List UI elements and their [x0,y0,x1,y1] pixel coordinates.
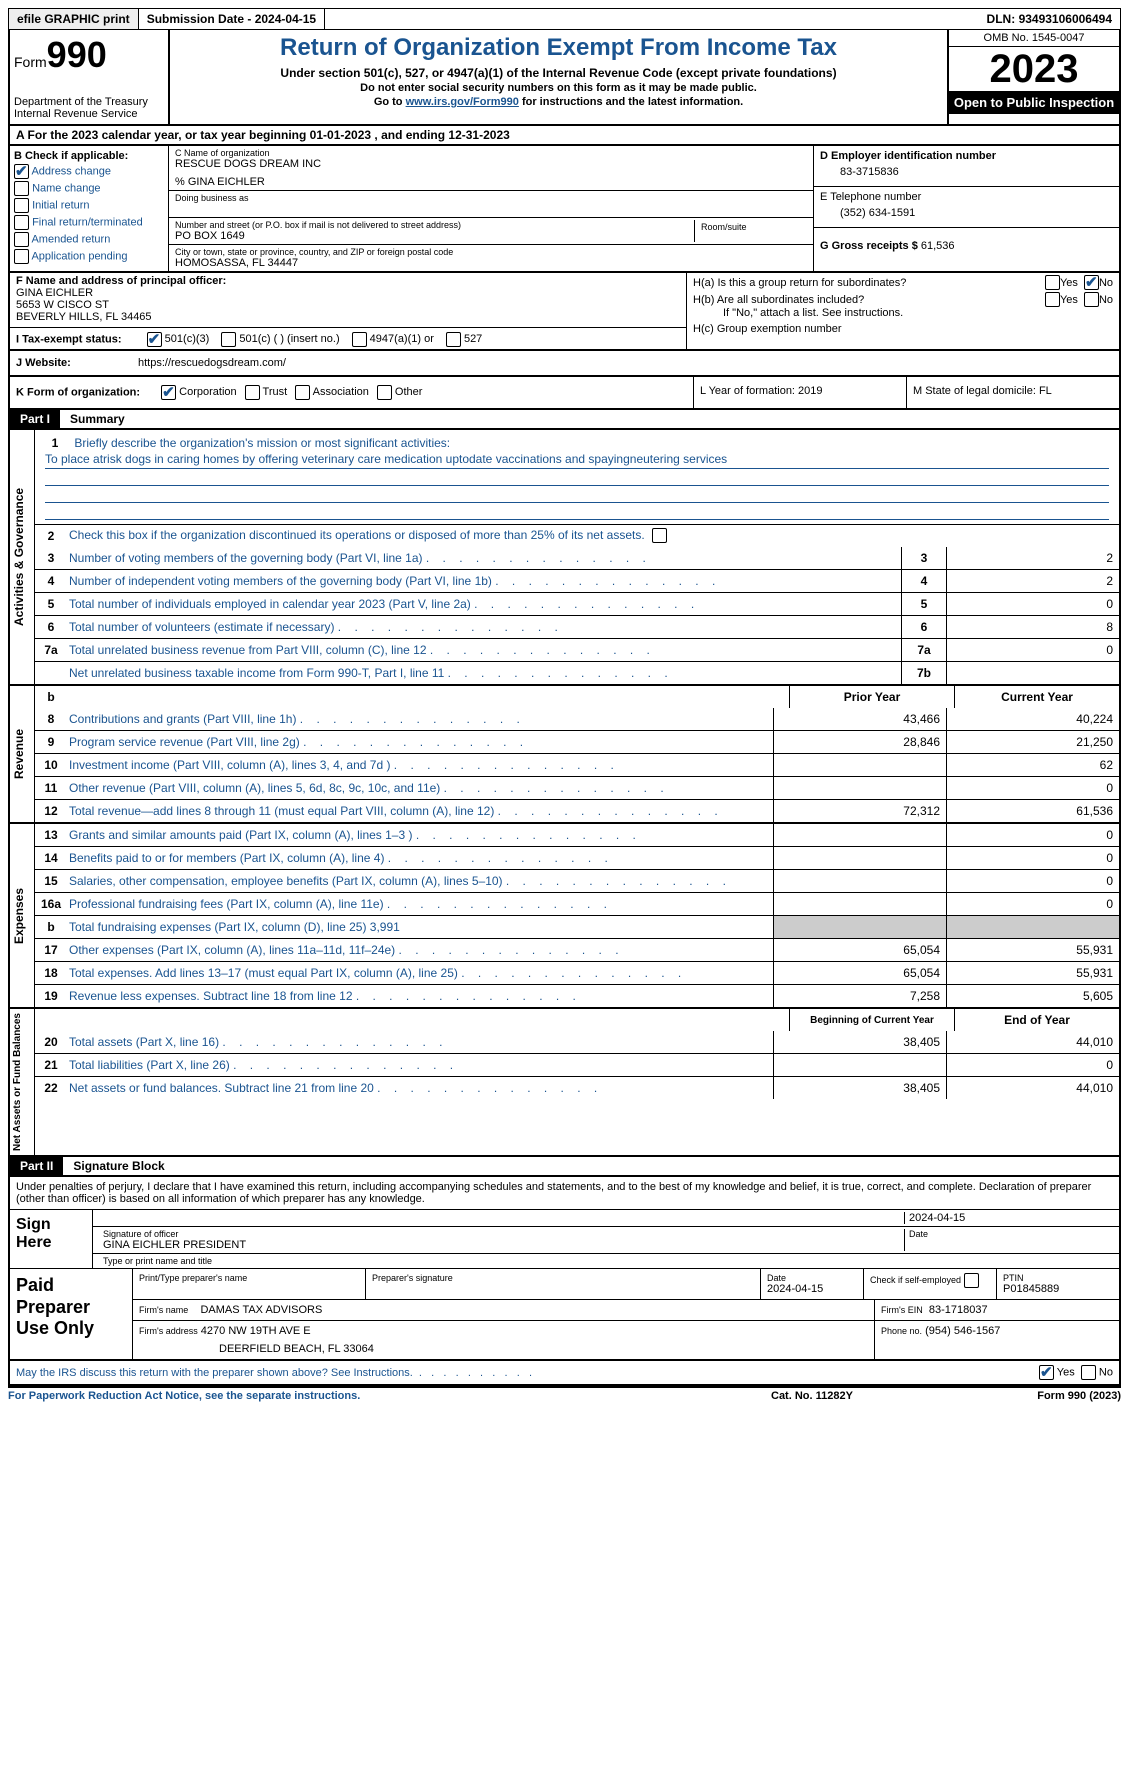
paid-preparer-label: Paid Preparer Use Only [10,1269,133,1359]
part1-title: Summary [60,410,135,428]
summary-row: 19Revenue less expenses. Subtract line 1… [35,984,1119,1007]
form-subtitle-2: Do not enter social security numbers on … [174,82,943,94]
boxb-checkbox[interactable] [14,232,29,247]
form-subtitle-3: Go to www.irs.gov/Form990 for instructio… [174,96,943,108]
boxb-checkbox[interactable] [14,249,29,264]
summary-row: 22Net assets or fund balances. Subtract … [35,1076,1119,1099]
summary-row: 16aProfessional fundraising fees (Part I… [35,892,1119,915]
tax-status-checkbox[interactable] [352,332,367,347]
ha-yes-checkbox[interactable] [1045,275,1060,290]
box-de: D Employer identification number 83-3715… [813,146,1119,271]
discuss-no-checkbox[interactable] [1081,1365,1096,1380]
boxb-checkbox[interactable] [14,215,29,230]
summary-row: bTotal fundraising expenses (Part IX, co… [35,915,1119,938]
summary-row: 3Number of voting members of the governi… [35,547,1119,569]
summary-row: 10Investment income (Part VIII, column (… [35,753,1119,776]
boxb-checkbox[interactable] [14,198,29,213]
irs-link[interactable]: www.irs.gov/Form990 [406,96,519,108]
open-to-public: Open to Public Inspection [949,91,1119,114]
org-form-checkbox[interactable] [377,385,392,400]
summary-revenue: Revenue b Prior Year Current Year 8Contr… [8,686,1121,824]
summary-row: 7aTotal unrelated business revenue from … [35,638,1119,661]
tax-status-checkbox[interactable] [221,332,236,347]
summary-row: 11Other revenue (Part VIII, column (A), … [35,776,1119,799]
tax-year: 2023 [949,47,1119,91]
row-a-tax-year: A For the 2023 calendar year, or tax yea… [8,126,1121,146]
summary-row: 20Total assets (Part X, line 16)38,40544… [35,1031,1119,1053]
summary-netassets: Net Assets or Fund Balances Beginning of… [8,1009,1121,1157]
vtab-revenue: Revenue [10,686,35,822]
top-bar: efile GRAPHIC print Submission Date - 20… [8,8,1121,30]
summary-row: 6Total number of volunteers (estimate if… [35,615,1119,638]
summary-row: 9Program service revenue (Part VIII, lin… [35,730,1119,753]
omb-number: OMB No. 1545-0047 [949,30,1119,47]
form-number: 990 [47,34,107,75]
summary-row: 4Number of independent voting members of… [35,569,1119,592]
summary-expenses: Expenses 13Grants and similar amounts pa… [8,824,1121,1009]
sign-here-label: Sign Here [10,1210,93,1268]
row-f-h: F Name and address of principal officer:… [8,273,1121,351]
year-formation: L Year of formation: 2019 [693,377,906,408]
hb-no-checkbox[interactable] [1084,292,1099,307]
summary-row: 17Other expenses (Part IX, column (A), l… [35,938,1119,961]
summary-row: 15Salaries, other compensation, employee… [35,869,1119,892]
discuss-yes-checkbox[interactable] [1039,1365,1054,1380]
dln: DLN: 93493106006494 [979,9,1120,29]
website-link[interactable]: https://rescuedogsdream.com/ [138,357,286,369]
ha-no-checkbox[interactable] [1084,275,1099,290]
org-form-checkbox[interactable] [295,385,310,400]
efile-print-button[interactable]: efile GRAPHIC print [9,9,139,29]
form-label: Form [14,54,47,70]
boxb-checkbox[interactable] [14,164,29,179]
info-box: B Check if applicable: Address change Na… [8,146,1121,273]
vtab-netassets: Net Assets or Fund Balances [10,1009,35,1155]
part2-header: Part II [10,1157,63,1175]
q2-checkbox[interactable] [652,528,667,543]
tax-status-checkbox[interactable] [446,332,461,347]
row-i-label: I Tax-exempt status: [16,333,122,345]
declaration-text: Under penalties of perjury, I declare th… [10,1177,1119,1209]
summary-row: 14Benefits paid to or for members (Part … [35,846,1119,869]
summary-row: 12Total revenue—add lines 8 through 11 (… [35,799,1119,822]
org-form-checkbox[interactable] [161,385,176,400]
summary-row: 18Total expenses. Add lines 13–17 (must … [35,961,1119,984]
part1-header: Part I [10,410,60,428]
submission-date: Submission Date - 2024-04-15 [139,9,325,29]
vtab-governance: Activities & Governance [10,430,35,684]
vtab-expenses: Expenses [10,824,35,1007]
discuss-row: May the IRS discuss this return with the… [8,1361,1121,1386]
box-c: C Name of organization RESCUE DOGS DREAM… [169,146,813,271]
mission-text: To place atrisk dogs in caring homes by … [45,452,1109,469]
summary-governance: Activities & Governance 1 Briefly descri… [8,430,1121,686]
summary-row: 13Grants and similar amounts paid (Part … [35,824,1119,846]
tax-status-checkbox[interactable] [147,332,162,347]
page-footer: For Paperwork Reduction Act Notice, see … [8,1386,1121,1402]
form-subtitle-1: Under section 501(c), 527, or 4947(a)(1)… [174,66,943,80]
signature-block: Under penalties of perjury, I declare th… [8,1177,1121,1361]
summary-row: 21Total liabilities (Part X, line 26)0 [35,1053,1119,1076]
summary-row: 5Total number of individuals employed in… [35,592,1119,615]
summary-row: 8Contributions and grants (Part VIII, li… [35,708,1119,730]
form-title: Return of Organization Exempt From Incom… [174,34,943,62]
box-b: B Check if applicable: Address change Na… [10,146,169,271]
row-j: J Website: https://rescuedogsdream.com/ [8,351,1121,377]
org-form-checkbox[interactable] [245,385,260,400]
hb-yes-checkbox[interactable] [1045,292,1060,307]
state-domicile: M State of legal domicile: FL [906,377,1119,408]
boxb-checkbox[interactable] [14,181,29,196]
row-k: K Form of organization: Corporation Trus… [8,377,1121,410]
self-employed-checkbox[interactable] [964,1273,979,1288]
summary-row: Net unrelated business taxable income fr… [35,661,1119,684]
form-header: Form990 Department of the Treasury Inter… [8,30,1121,126]
part2-title: Signature Block [63,1157,174,1175]
dept-label: Department of the Treasury Internal Reve… [14,96,164,120]
